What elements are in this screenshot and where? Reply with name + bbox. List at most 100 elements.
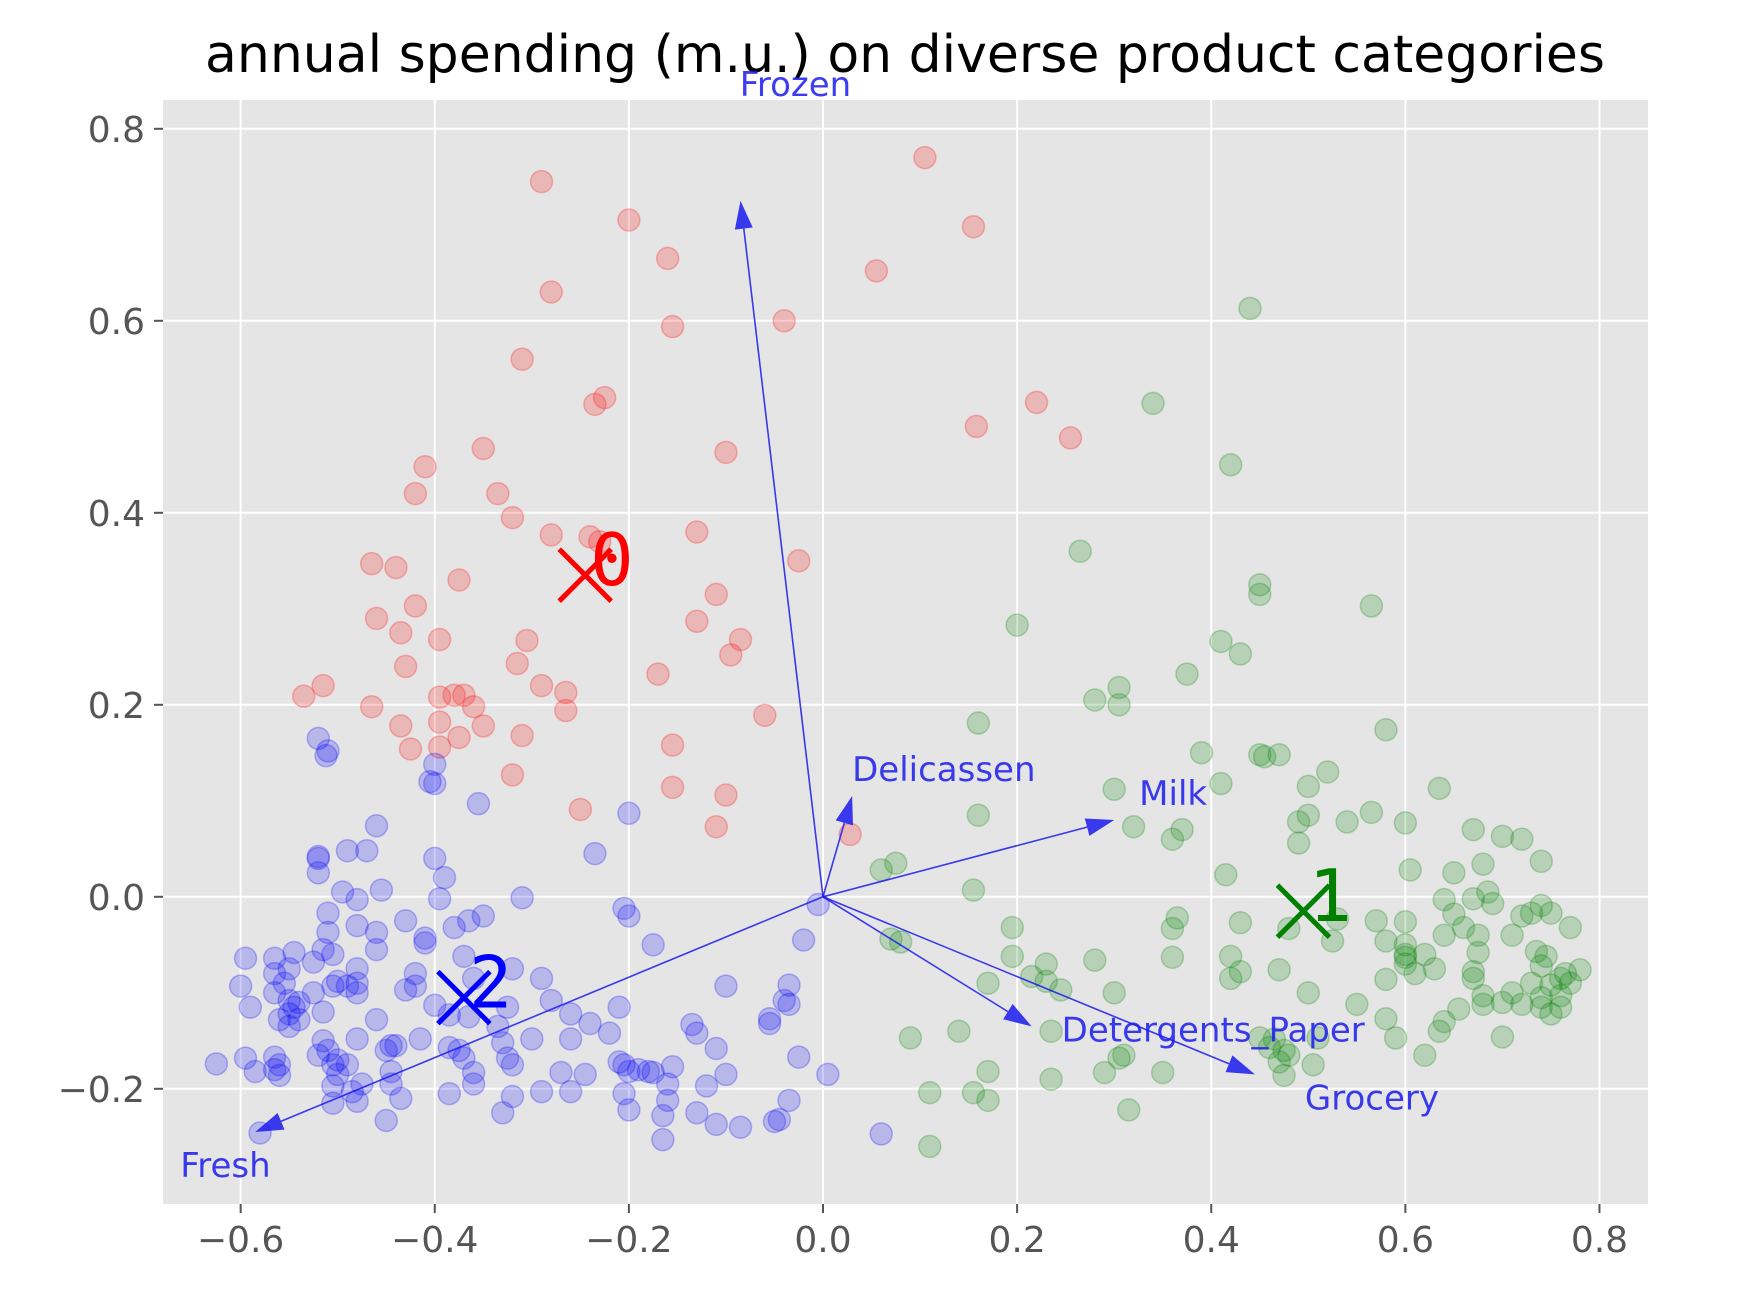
cluster-2-point: [655, 1072, 680, 1096]
cluster-2-point: [282, 940, 306, 965]
cluster-1-point: [1393, 910, 1418, 934]
cluster-1-point: [1461, 966, 1486, 991]
y-tick-label: 0.2: [88, 686, 145, 727]
cluster-1-point: [1102, 981, 1126, 1005]
cluster-2-point: [262, 946, 287, 970]
cluster-1-point: [1228, 642, 1253, 666]
cluster-1-point: [1364, 909, 1388, 933]
cluster-1-point: [1189, 741, 1214, 765]
cluster-1-point: [1398, 858, 1422, 882]
cluster-2-point: [330, 880, 355, 904]
cluster-2-point: [641, 933, 665, 957]
cluster-2-point: [786, 1045, 811, 1069]
axes: −0.6 −0.4 −0.2 0.0 0.2 0.4 0.6 0.8 −0.2 0.0 0.2 0.4…: [58, 110, 1629, 1261]
cluster-1-point: [1432, 923, 1456, 947]
vector-label-fresh: Fresh: [180, 1146, 270, 1186]
cluster-0-point: [592, 385, 617, 410]
cluster-2-point: [529, 1079, 554, 1104]
cluster-2-point: [617, 1059, 641, 1084]
cluster-0-point: [529, 169, 554, 194]
cluster-2-point: [626, 1057, 651, 1082]
vector-arrowhead-milk: [1084, 818, 1115, 836]
cluster-2-point: [321, 974, 345, 998]
vector-line-grocery: [822, 896, 1230, 1065]
cluster-2-point: [301, 981, 326, 1005]
cluster-1-point: [869, 858, 893, 882]
cluster-1-point: [884, 851, 908, 875]
cluster-1-point: [1083, 948, 1107, 972]
vector-arrowhead-delicassen: [835, 796, 853, 826]
cluster-2-point: [314, 743, 338, 768]
cluster-1-point: [1359, 594, 1384, 618]
cluster-1-point: [1548, 966, 1573, 991]
cluster-1-point: [966, 803, 991, 827]
cluster-2-point: [364, 814, 389, 838]
cluster-1-point: [1218, 453, 1243, 477]
cluster-2-point: [772, 988, 796, 1013]
cluster-1-point: [1039, 1067, 1063, 1091]
cluster-2-point: [321, 1074, 345, 1098]
cluster-2-point: [379, 1033, 403, 1058]
cluster-1-point: [1534, 944, 1558, 969]
cluster-1-point: [1116, 1098, 1141, 1122]
cluster-2-point: [520, 1027, 544, 1051]
cluster-2-point: [490, 1101, 515, 1125]
cluster-1-point: [1092, 1060, 1117, 1085]
centroid-2-label: 2: [469, 941, 512, 1025]
vector-arrowhead-detergents_paper: [1003, 1003, 1032, 1027]
cluster-2-point: [262, 981, 287, 1005]
cluster-1-point: [1427, 1019, 1452, 1043]
cluster-1-point: [1539, 901, 1563, 925]
vector-label-frozen: Frozen: [740, 65, 851, 105]
cluster-1-point: [1539, 973, 1563, 997]
cluster-0-point: [753, 703, 777, 728]
cluster-2-point: [233, 946, 258, 970]
cluster-1-point: [1393, 952, 1418, 976]
cluster-2-point: [316, 901, 340, 925]
cluster-1-point: [1548, 995, 1573, 1019]
cluster-2-point: [228, 974, 253, 998]
cluster-2-point: [316, 739, 340, 763]
cluster-2-point: [549, 1060, 573, 1085]
cluster-1-point: [1558, 915, 1583, 940]
cluster-2-point: [384, 1033, 408, 1058]
cluster-0-point: [660, 775, 685, 800]
cluster-1-point: [1160, 945, 1185, 970]
cluster-1-point: [1442, 902, 1466, 926]
cluster-2-point: [636, 1059, 661, 1084]
cluster-2-point: [306, 861, 331, 885]
cluster-1-point: [1432, 1009, 1456, 1034]
cluster-1-point: [1286, 810, 1311, 834]
cluster-1-point: [1490, 1025, 1515, 1049]
cluster-1-point: [1034, 952, 1058, 976]
cluster-0-point: [529, 673, 554, 698]
cluster-1-point: [1432, 887, 1456, 912]
cluster-2-point: [364, 937, 389, 962]
cluster-1-point: [1175, 662, 1199, 686]
cluster-2-point: [325, 1062, 350, 1087]
cluster-2-point: [655, 1088, 680, 1113]
cluster-1-point: [1296, 981, 1321, 1005]
cluster-2-point: [413, 931, 437, 955]
cluster-1-point: [1218, 966, 1243, 991]
cluster-1-point: [1248, 1026, 1272, 1050]
cluster-2-point: [272, 971, 297, 995]
cluster-1-point: [947, 1019, 971, 1043]
cluster-0-point: [714, 783, 738, 807]
cluster-1-point: [1529, 893, 1553, 918]
cluster-2-point: [243, 1059, 267, 1084]
centroid-0-label: 0: [590, 518, 633, 602]
cluster-2-point: [267, 1007, 292, 1032]
cluster-1-point: [1267, 958, 1291, 982]
cluster-2-point: [325, 969, 350, 994]
cluster-0-point: [427, 627, 452, 652]
cluster-1-point: [1252, 744, 1277, 769]
cluster-1-point: [1170, 817, 1194, 842]
cluster-centroids: 0 1 2: [436, 518, 1352, 1026]
cluster-2-point: [345, 981, 369, 1005]
cluster-1-point: [1228, 959, 1253, 984]
cluster-0-point: [398, 737, 423, 761]
cluster-2-point: [685, 1021, 709, 1045]
cluster-1-point: [976, 971, 1000, 995]
cluster-1-point: [961, 1080, 986, 1105]
